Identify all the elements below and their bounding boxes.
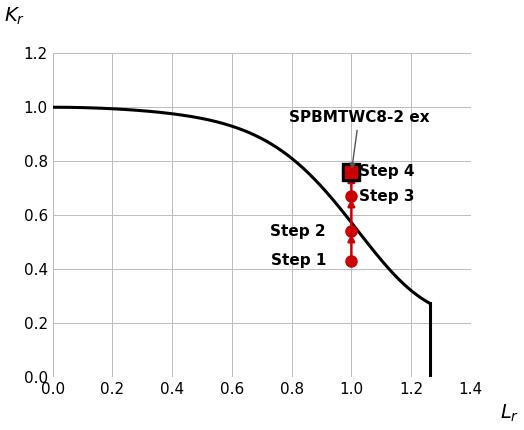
Text: $L_r$: $L_r$ — [500, 402, 519, 424]
Text: Step 2: Step 2 — [270, 224, 326, 239]
Text: $K_r$: $K_r$ — [5, 6, 26, 28]
Text: SPBMTWC8-2 ex: SPBMTWC8-2 ex — [289, 110, 429, 168]
Text: Step 4: Step 4 — [359, 164, 414, 179]
Text: Step 3: Step 3 — [359, 189, 414, 204]
Text: Step 1: Step 1 — [270, 253, 326, 268]
